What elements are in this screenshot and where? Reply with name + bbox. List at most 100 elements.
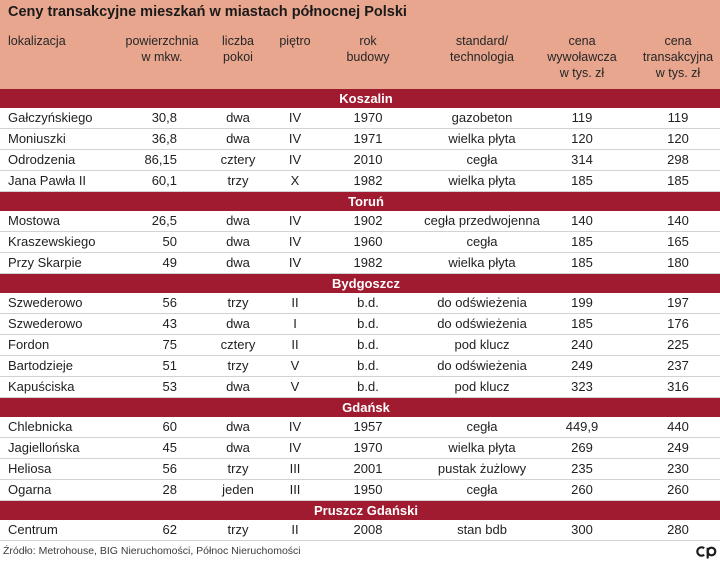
- publisher-logo-icon: [696, 546, 717, 559]
- asking-price-cell: 323: [571, 379, 593, 394]
- rooms-cell: trzy: [227, 358, 249, 373]
- floor-cell: IV: [288, 440, 302, 455]
- area-cell: 53: [162, 379, 177, 394]
- location-cell: Jagiellońska: [8, 440, 80, 455]
- floor-cell: IV: [288, 152, 302, 167]
- standard-cell: wielka płyta: [448, 173, 516, 188]
- table-row: Moniuszki 36,8 dwa IV 1971 wielka płyta 120 120: [0, 129, 720, 150]
- floor-cell: I: [293, 316, 297, 331]
- location-cell: Mostowa: [8, 213, 61, 228]
- standard-cell: cegła: [466, 482, 498, 497]
- location-cell: Szwederowo: [8, 295, 83, 310]
- transaction-price-cell: 119: [667, 110, 689, 125]
- asking-price-cell: 235: [571, 461, 593, 476]
- rooms-cell: dwa: [226, 419, 250, 434]
- standard-cell: cegła: [466, 419, 498, 434]
- asking-price-cell: 199: [571, 295, 593, 310]
- asking-price-cell: 449,9: [565, 419, 599, 434]
- rooms-cell: jeden: [222, 482, 254, 497]
- rooms-cell: dwa: [226, 213, 250, 228]
- asking-price-cell: 260: [571, 482, 593, 497]
- year-cell: 1970: [353, 440, 383, 455]
- table-header-area: Ceny transakcyjne mieszkań w miastach pó…: [0, 0, 720, 89]
- source-note: Źródło: Metrohouse, BIG Nieruchomości, P…: [3, 545, 301, 557]
- asking-price-cell: 300: [571, 522, 593, 537]
- column-header-transaction-price: cena transakcyjna w tys. zł: [617, 33, 720, 81]
- standard-cell: wielka płyta: [448, 255, 516, 270]
- table-row: Fordon 75 cztery II b.d. pod klucz 240 225: [0, 335, 720, 356]
- standard-cell: pustak żużlowy: [437, 461, 527, 476]
- asking-price-cell: 185: [571, 173, 593, 188]
- floor-cell: II: [291, 295, 299, 310]
- standard-cell: pod klucz: [454, 337, 510, 352]
- column-header-label: liczba pokoi: [222, 34, 254, 64]
- column-header-label: lokalizacja: [8, 34, 66, 48]
- asking-price-cell: 249: [571, 358, 593, 373]
- transaction-price-cell: 237: [667, 358, 689, 373]
- table-row: Gałczyńskiego 30,8 dwa IV 1970 gazobeton 119 11…: [0, 108, 720, 129]
- location-cell: Przy Skarpie: [8, 255, 82, 270]
- rooms-cell: dwa: [226, 255, 250, 270]
- floor-cell: IV: [288, 255, 302, 270]
- area-cell: 56: [162, 461, 177, 476]
- table-row: Jagiellońska 45 dwa IV 1970 wielka płyta 269 24…: [0, 438, 720, 459]
- year-cell: b.d.: [357, 316, 379, 331]
- column-header-year: rok budowy: [319, 33, 417, 81]
- table-row: Mostowa 26,5 dwa IV 1902 cegła przedwojenna 14…: [0, 211, 720, 232]
- table-row: Odrodzenia 86,15 cztery IV 2010 cegła 314 298: [0, 150, 720, 171]
- rooms-cell: trzy: [227, 173, 249, 188]
- city-group-header: Koszalin: [0, 89, 720, 108]
- transaction-price-cell: 230: [667, 461, 689, 476]
- year-cell: 1982: [353, 255, 383, 270]
- column-header-floor: piętro: [271, 33, 319, 81]
- rooms-cell: dwa: [226, 131, 250, 146]
- transaction-price-cell: 298: [667, 152, 689, 167]
- rooms-cell: dwa: [226, 379, 250, 394]
- table-row: Chlebnicka 60 dwa IV 1957 cegła 449,9 440: [0, 417, 720, 438]
- year-cell: b.d.: [357, 295, 379, 310]
- rooms-cell: trzy: [227, 461, 249, 476]
- rooms-cell: dwa: [226, 440, 250, 455]
- transaction-price-cell: 225: [667, 337, 689, 352]
- location-cell: Chlebnicka: [8, 419, 73, 434]
- table-row: Przy Skarpie 49 dwa IV 1982 wielka płyta 185 18…: [0, 253, 720, 274]
- transaction-price-cell: 176: [667, 316, 689, 331]
- floor-cell: X: [290, 173, 300, 188]
- standard-cell: cegła: [466, 152, 498, 167]
- standard-cell: gazobeton: [451, 110, 513, 125]
- city-group-header: Pruszcz Gdański: [0, 501, 720, 520]
- area-cell: 62: [162, 522, 177, 537]
- asking-price-cell: 120: [571, 131, 593, 146]
- area-cell: 49: [162, 255, 177, 270]
- standard-cell: wielka płyta: [448, 131, 516, 146]
- floor-cell: III: [289, 482, 301, 497]
- standard-cell: wielka płyta: [448, 440, 516, 455]
- area-cell: 60,1: [151, 173, 177, 188]
- table-row: Ogarna 28 jeden III 1950 cegła 260 260: [0, 480, 720, 501]
- column-header-rooms: liczba pokoi: [205, 33, 271, 81]
- standard-cell: cegła przedwojenna: [424, 213, 540, 228]
- transaction-price-cell: 260: [667, 482, 689, 497]
- city-group-header: Bydgoszcz: [0, 274, 720, 293]
- transaction-price-cell: 185: [667, 173, 689, 188]
- year-cell: 1957: [353, 419, 383, 434]
- floor-cell: IV: [288, 234, 302, 249]
- year-cell: 2008: [353, 522, 383, 537]
- asking-price-cell: 269: [571, 440, 593, 455]
- area-cell: 56: [162, 295, 177, 310]
- area-cell: 36,8: [151, 131, 177, 146]
- rooms-cell: dwa: [226, 316, 250, 331]
- location-cell: Centrum: [8, 522, 58, 537]
- table-row: Kraszewskiego 50 dwa IV 1960 cegła 185 165: [0, 232, 720, 253]
- standard-cell: cegła: [466, 234, 498, 249]
- location-cell: Odrodzenia: [8, 152, 76, 167]
- area-cell: 86,15: [144, 152, 177, 167]
- standard-cell: do odświeżenia: [437, 358, 527, 373]
- location-cell: Kapuściska: [8, 379, 75, 394]
- table-row: Szwederowo 56 trzy II b.d. do odświeżenia 199 1…: [0, 293, 720, 314]
- floor-cell: IV: [288, 131, 302, 146]
- table-row: Centrum 62 trzy II 2008 stan bdb 300 280: [0, 520, 720, 541]
